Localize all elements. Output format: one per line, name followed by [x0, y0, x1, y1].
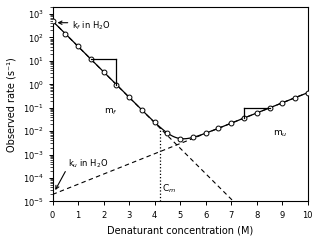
- Text: k$_u$ in H$_2$O: k$_u$ in H$_2$O: [68, 158, 108, 170]
- Text: C$_m$: C$_m$: [162, 183, 177, 196]
- Text: k$_f$ in H$_2$O: k$_f$ in H$_2$O: [72, 19, 110, 32]
- Text: m$_f$: m$_f$: [104, 106, 118, 117]
- X-axis label: Denaturant concentration (M): Denaturant concentration (M): [107, 225, 253, 235]
- Text: m$_u$: m$_u$: [273, 129, 288, 139]
- Y-axis label: Observed rate (s⁻¹): Observed rate (s⁻¹): [7, 57, 17, 151]
